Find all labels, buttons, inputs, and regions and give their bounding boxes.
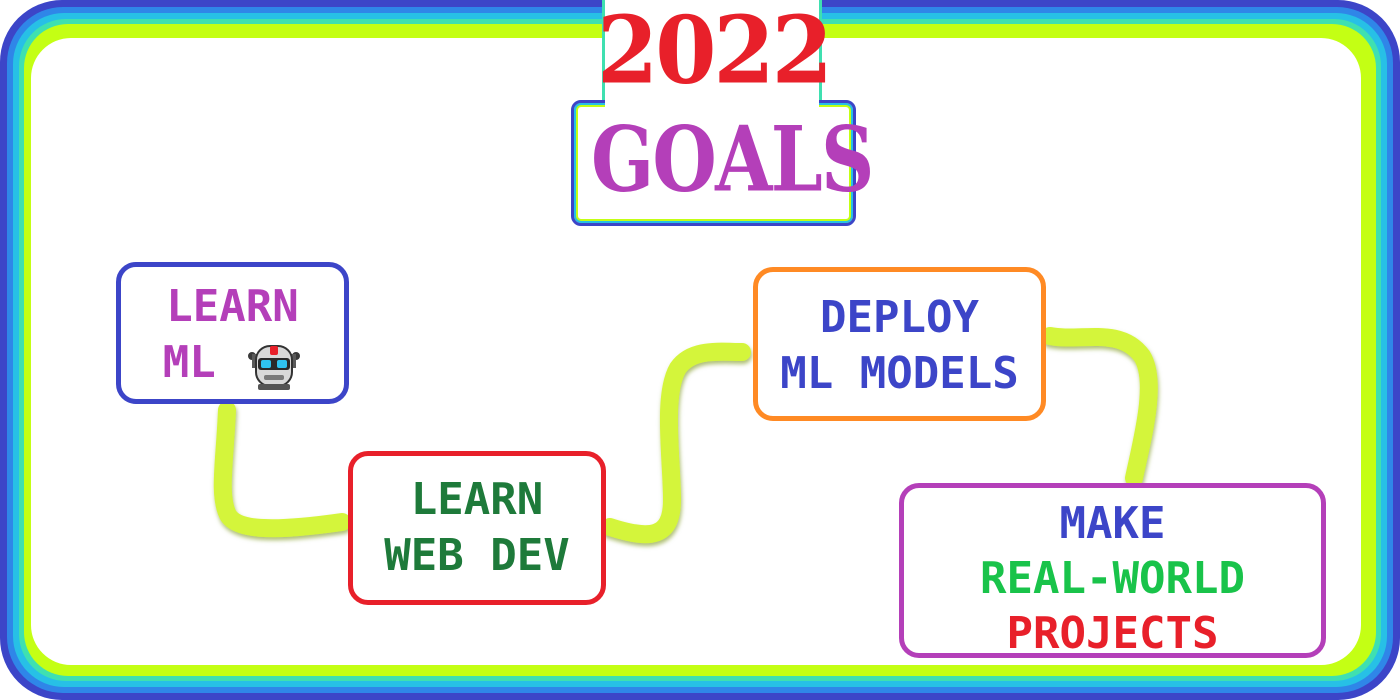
goal-learn-web-dev: LEARN WEB DEV xyxy=(348,451,606,605)
connector-deploy-to-projects xyxy=(1041,327,1158,487)
goal-learn-ml-line-2-row: ML xyxy=(121,335,344,392)
title-year-panel xyxy=(602,0,822,102)
goal-deploy-ml-models: DEPLOY ML MODELS xyxy=(753,267,1046,421)
goal-projects-line-1: MAKE xyxy=(1059,498,1166,549)
connector-webdev-to-deploy xyxy=(601,342,751,544)
title-word: GOALS xyxy=(590,106,875,213)
connector-ml-to-webdev xyxy=(213,401,351,538)
goal-deploy-line-1: DEPLOY xyxy=(820,292,979,343)
title-panel-join xyxy=(605,96,819,108)
goal-learn-ml-line-1: LEARN xyxy=(166,281,299,332)
title-year: 2022 xyxy=(597,0,833,105)
goal-learn-web-dev-line-2: WEB DEV xyxy=(384,530,570,581)
goal-deploy-line-2: ML MODELS xyxy=(780,348,1019,399)
goal-learn-ml: LEARN ML xyxy=(116,262,349,404)
goal-make-real-world-projects: MAKE REAL-WORLD PROJECTS xyxy=(899,483,1326,659)
goal-learn-ml-line-2: ML xyxy=(162,337,216,388)
goal-learn-web-dev-line-1: LEARN xyxy=(410,474,544,525)
robot-icon xyxy=(248,345,301,390)
goal-projects-line-3: PROJECTS xyxy=(1006,608,1219,659)
goal-projects-line-2: REAL-WORLD xyxy=(980,553,1245,604)
